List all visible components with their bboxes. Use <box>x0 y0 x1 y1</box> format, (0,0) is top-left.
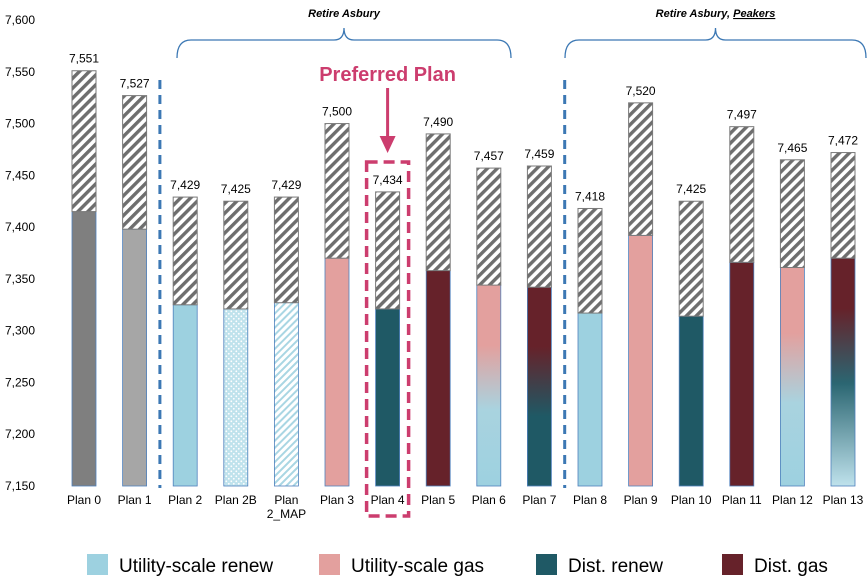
data-label: 7,520 <box>626 84 656 98</box>
bar-increment <box>577 207 603 314</box>
bar-base <box>375 308 401 487</box>
bar-increment <box>678 200 704 317</box>
bar-increment <box>526 165 552 288</box>
data-label: 7,497 <box>727 108 757 122</box>
x-tick-label: Plan 13 <box>823 493 864 507</box>
data-label: 7,457 <box>474 149 504 163</box>
bar-increment <box>628 102 654 236</box>
data-label: 7,551 <box>69 52 99 66</box>
data-label: 7,425 <box>676 182 706 196</box>
data-label: 7,527 <box>120 77 150 91</box>
y-tick-label: 7,400 <box>5 220 35 234</box>
group-label: Retire Asbury <box>308 8 381 20</box>
y-axis: 7,150 7,200 7,250 7,300 7,350 7,400 7,450 7,500… <box>5 13 35 493</box>
bar-increment <box>476 167 502 286</box>
legend-label: Utility-scale gas <box>351 556 484 577</box>
legend-label: Dist. renew <box>568 556 663 577</box>
data-label: 7,490 <box>423 115 453 129</box>
x-tick-label: Plan 8 <box>573 493 607 507</box>
bar-base <box>223 308 249 487</box>
legend-swatch <box>722 554 743 575</box>
bar-base <box>122 228 147 487</box>
legend: Utility-scale renew Utility-scale gas Dist… <box>87 554 828 577</box>
bar-base <box>172 304 198 487</box>
bar-increment <box>324 123 350 259</box>
y-tick-label: 7,450 <box>5 168 35 182</box>
data-label: 7,465 <box>777 141 807 155</box>
y-tick-label: 7,150 <box>5 479 35 493</box>
y-tick-label: 7,300 <box>5 324 35 338</box>
data-label: 7,425 <box>221 182 251 196</box>
x-tick-label: Plan 9 <box>624 493 658 507</box>
bar-increment <box>729 126 755 263</box>
y-tick-label: 7,600 <box>5 13 35 27</box>
bar-increment <box>425 133 451 272</box>
bar-base <box>628 234 653 487</box>
x-tick-label: Plan <box>274 493 298 507</box>
annotations: Retire Asbury Retire Asbury, Peakers Prefe… <box>158 8 867 518</box>
x-tick-label: Plan 0 <box>67 493 101 507</box>
group-label: Retire Asbury, Peakers <box>656 8 776 20</box>
y-tick-label: 7,200 <box>5 427 35 441</box>
data-label: 7,418 <box>575 189 605 203</box>
group-label-part: Peakers <box>733 8 775 20</box>
data-label: 7,429 <box>271 178 301 192</box>
bar-increment <box>71 70 97 213</box>
y-tick-label: 7,550 <box>5 65 35 79</box>
bar-increment <box>122 95 148 230</box>
legend-label: Utility-scale renew <box>119 556 273 577</box>
x-tick-label: Plan 3 <box>320 493 354 507</box>
bar-increment <box>273 196 299 304</box>
x-tick-label: Plan 12 <box>772 493 813 507</box>
legend-swatch <box>536 554 557 575</box>
bar-increment <box>375 191 401 310</box>
bar-base <box>527 286 552 487</box>
x-tick-label: 2_MAP <box>267 507 306 521</box>
bar-base <box>324 257 350 487</box>
x-tick-label: Plan 7 <box>522 493 556 507</box>
bar-base <box>780 267 805 487</box>
legend-swatch <box>319 554 340 575</box>
group-brace <box>564 27 867 59</box>
data-label: 7,500 <box>322 105 352 119</box>
preferred-plan-arrowhead <box>379 136 396 153</box>
x-tick-label: Plan 11 <box>722 493 762 507</box>
bar-base <box>830 257 856 487</box>
x-tick-label: Plan 1 <box>118 493 152 507</box>
bar-increment <box>172 196 198 306</box>
group-label-part: Retire Asbury, <box>656 8 733 20</box>
y-tick-label: 7,350 <box>5 272 35 286</box>
y-tick-label: 7,500 <box>5 117 35 131</box>
x-tick-label: Plan 2B <box>215 493 257 507</box>
x-tick-label: Plan 4 <box>371 493 405 507</box>
data-label: 7,429 <box>170 178 200 192</box>
x-tick-label: Plan 2 <box>168 493 202 507</box>
x-tick-label: Plan 6 <box>472 493 506 507</box>
bar-base <box>729 261 755 487</box>
y-tick-label: 7,250 <box>5 375 35 389</box>
bars: 7,551 Plan 0 7,527 Plan 1 7,429 Plan 2 7,425 Pl… <box>67 52 864 521</box>
x-tick-label: Plan 5 <box>421 493 455 507</box>
group-brace <box>176 27 512 59</box>
bar-base <box>577 312 603 487</box>
bar-base <box>476 284 502 487</box>
bar-base <box>425 270 451 487</box>
bar-base <box>273 302 299 487</box>
legend-swatch <box>87 554 108 575</box>
bar-increment <box>779 159 805 268</box>
data-label: 7,459 <box>524 147 554 161</box>
bar-base <box>678 315 704 487</box>
data-label: 7,472 <box>828 134 858 148</box>
data-label: 7,434 <box>373 173 403 187</box>
legend-label: Dist. gas <box>754 556 828 577</box>
preferred-plan-label: Preferred Plan <box>319 64 456 86</box>
bar-increment <box>830 152 856 259</box>
bar-base <box>71 211 97 487</box>
x-tick-label: Plan 10 <box>671 493 712 507</box>
preferred-plan-box <box>364 160 411 518</box>
bar-increment <box>223 200 249 310</box>
